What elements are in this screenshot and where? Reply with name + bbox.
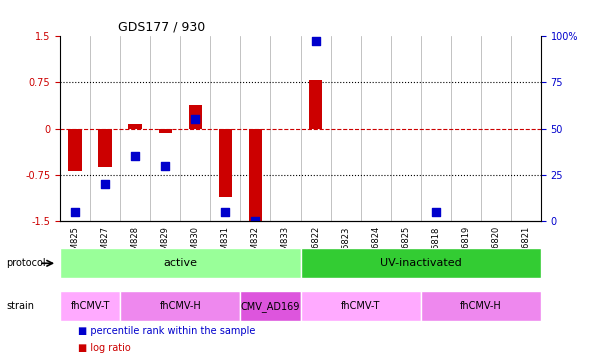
Text: fhCMV-T: fhCMV-T <box>341 301 380 311</box>
Text: fhCMV-H: fhCMV-H <box>159 301 201 311</box>
FancyBboxPatch shape <box>421 291 541 321</box>
Text: CMV_AD169: CMV_AD169 <box>241 301 300 312</box>
Bar <box>309 80 322 129</box>
FancyBboxPatch shape <box>300 248 541 278</box>
Text: UV-inactivated: UV-inactivated <box>380 258 462 268</box>
Bar <box>69 129 82 171</box>
FancyBboxPatch shape <box>240 291 300 321</box>
Point <box>160 163 170 169</box>
Point <box>100 181 110 187</box>
Point <box>130 154 140 159</box>
Bar <box>189 105 202 129</box>
Text: protocol: protocol <box>6 258 46 268</box>
Point <box>191 116 200 122</box>
Text: fhCMV-T: fhCMV-T <box>70 301 110 311</box>
Text: fhCMV-H: fhCMV-H <box>460 301 502 311</box>
FancyBboxPatch shape <box>60 291 120 321</box>
FancyBboxPatch shape <box>60 248 300 278</box>
Point <box>431 209 441 215</box>
Text: ■ percentile rank within the sample: ■ percentile rank within the sample <box>78 326 255 336</box>
Point <box>221 209 230 215</box>
FancyBboxPatch shape <box>120 291 240 321</box>
Point <box>311 39 320 44</box>
Point <box>251 218 260 224</box>
Bar <box>99 129 112 167</box>
Point <box>70 209 80 215</box>
Bar <box>249 129 262 222</box>
FancyBboxPatch shape <box>300 291 421 321</box>
Text: active: active <box>163 258 197 268</box>
Bar <box>129 124 142 129</box>
Bar <box>159 129 172 133</box>
Text: strain: strain <box>6 301 34 311</box>
Bar <box>219 129 232 197</box>
Text: GDS177 / 930: GDS177 / 930 <box>118 20 205 33</box>
Text: ■ log ratio: ■ log ratio <box>78 343 131 353</box>
